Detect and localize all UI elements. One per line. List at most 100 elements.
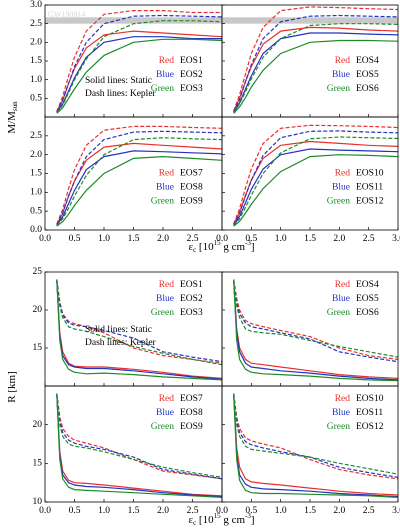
y-tick-label: 2.0 bbox=[30, 150, 42, 160]
legend-label: EOS12 bbox=[356, 422, 384, 432]
x-tick-label: 1.5 bbox=[304, 234, 316, 244]
x-tick-label: 0.0 bbox=[39, 506, 51, 516]
x-tick-label: 0.0 bbox=[216, 506, 228, 516]
legend-color: Blue bbox=[156, 408, 174, 418]
y-axis-label-main: M/M bbox=[6, 111, 18, 134]
x-tick-label: 0.0 bbox=[39, 234, 51, 244]
static-line bbox=[56, 150, 222, 226]
legend-color: Red bbox=[159, 169, 175, 179]
y-tick-label: 1.0 bbox=[30, 75, 42, 85]
kepler-line bbox=[233, 279, 398, 360]
legend-color: Blue bbox=[156, 294, 174, 304]
kepler-line bbox=[233, 124, 398, 225]
kepler-line bbox=[56, 279, 222, 364]
kepler-line bbox=[56, 279, 222, 363]
legend-color: Blue bbox=[156, 70, 174, 80]
kepler-line bbox=[56, 137, 222, 226]
y-tick-label: 1.5 bbox=[30, 169, 42, 179]
legend-label: EOS2 bbox=[180, 294, 203, 304]
legend-color: Red bbox=[335, 394, 351, 404]
legend-label: EOS6 bbox=[356, 308, 379, 318]
y-tick-label: 15 bbox=[33, 459, 43, 469]
kepler-line bbox=[233, 130, 398, 226]
legend-label: EOS1 bbox=[180, 280, 203, 290]
static-line bbox=[233, 393, 398, 498]
y-tick-label: 20 bbox=[33, 420, 43, 430]
legend-color: Blue bbox=[332, 70, 350, 80]
panel bbox=[56, 279, 222, 381]
legend-color: Red bbox=[159, 56, 175, 66]
legend-color: Green bbox=[151, 308, 174, 318]
x-axis-label-part: [10 bbox=[196, 514, 214, 526]
x-axis-label-part: ] bbox=[251, 241, 255, 253]
panel bbox=[233, 393, 398, 498]
x-tick-label: 2.5 bbox=[363, 234, 375, 244]
legend-color: Red bbox=[335, 169, 351, 179]
legend-label: EOS6 bbox=[356, 84, 379, 94]
kepler-line bbox=[233, 279, 398, 358]
legend-label: EOS8 bbox=[180, 183, 203, 193]
legend-label: EOS5 bbox=[356, 294, 379, 304]
x-tick-label: 0.0 bbox=[216, 234, 228, 244]
y-tick-label: 2.5 bbox=[30, 19, 42, 29]
panel bbox=[56, 125, 222, 227]
x-tick-label: 1.0 bbox=[275, 506, 287, 516]
legend-label: EOS4 bbox=[356, 280, 379, 290]
static-line bbox=[56, 393, 222, 498]
panel bbox=[45, 10, 222, 114]
static-line bbox=[56, 38, 222, 114]
x-tick-label: 2.5 bbox=[363, 506, 375, 516]
legend-color: Red bbox=[335, 280, 351, 290]
legend-label: EOS10 bbox=[356, 169, 384, 179]
annotation: Solid lines: Static bbox=[85, 325, 152, 335]
legend-color: Red bbox=[159, 394, 175, 404]
legend-color: Green bbox=[151, 197, 174, 207]
legend-label: EOS7 bbox=[180, 394, 203, 404]
static-line bbox=[233, 26, 398, 112]
legend-label: EOS12 bbox=[356, 197, 384, 207]
legend-color: Red bbox=[159, 280, 175, 290]
kepler-line bbox=[233, 393, 398, 480]
legend-color: Green bbox=[327, 84, 350, 94]
x-axis-label: εc [1015 g cm-3] bbox=[188, 239, 254, 254]
static-line bbox=[56, 155, 222, 227]
x-axis-label-part: 15 bbox=[214, 512, 222, 520]
band-label: GW190814 bbox=[48, 10, 85, 19]
panel bbox=[56, 393, 222, 498]
band bbox=[45, 17, 222, 24]
static-line bbox=[56, 142, 222, 225]
legend-color: Blue bbox=[332, 294, 350, 304]
legend-label: EOS8 bbox=[180, 408, 203, 418]
kepler-line bbox=[233, 279, 398, 363]
legend-color: Blue bbox=[156, 183, 174, 193]
x-axis-label-part: ε bbox=[188, 241, 193, 253]
y-tick-label: 1.0 bbox=[30, 188, 42, 198]
static-line bbox=[233, 154, 398, 227]
legend-label: EOS4 bbox=[356, 56, 379, 66]
band bbox=[222, 17, 398, 24]
x-tick-label: 1.5 bbox=[128, 506, 140, 516]
static-line bbox=[56, 30, 222, 112]
static-line bbox=[233, 393, 398, 498]
legend-label: EOS3 bbox=[180, 308, 203, 318]
legend-label: EOS7 bbox=[180, 169, 203, 179]
static-line bbox=[233, 279, 398, 382]
static-line bbox=[233, 279, 398, 381]
x-tick-label: 2.0 bbox=[157, 234, 169, 244]
static-line bbox=[233, 39, 398, 114]
legend-label: EOS9 bbox=[180, 422, 203, 432]
legend-label: EOS11 bbox=[356, 183, 383, 193]
legend-color: Blue bbox=[332, 408, 350, 418]
kepler-line bbox=[56, 20, 222, 113]
kepler-line bbox=[233, 6, 398, 112]
legend-label: EOS1 bbox=[180, 56, 203, 66]
x-tick-label: 2.5 bbox=[187, 506, 199, 516]
y-tick-label: 2.0 bbox=[30, 38, 42, 48]
kepler-line bbox=[56, 393, 222, 480]
y-tick-label: 0.5 bbox=[30, 206, 42, 216]
legend-label: EOS5 bbox=[356, 70, 379, 80]
panel bbox=[222, 6, 398, 114]
kepler-line bbox=[56, 10, 222, 112]
x-tick-label: 2.0 bbox=[157, 506, 169, 516]
